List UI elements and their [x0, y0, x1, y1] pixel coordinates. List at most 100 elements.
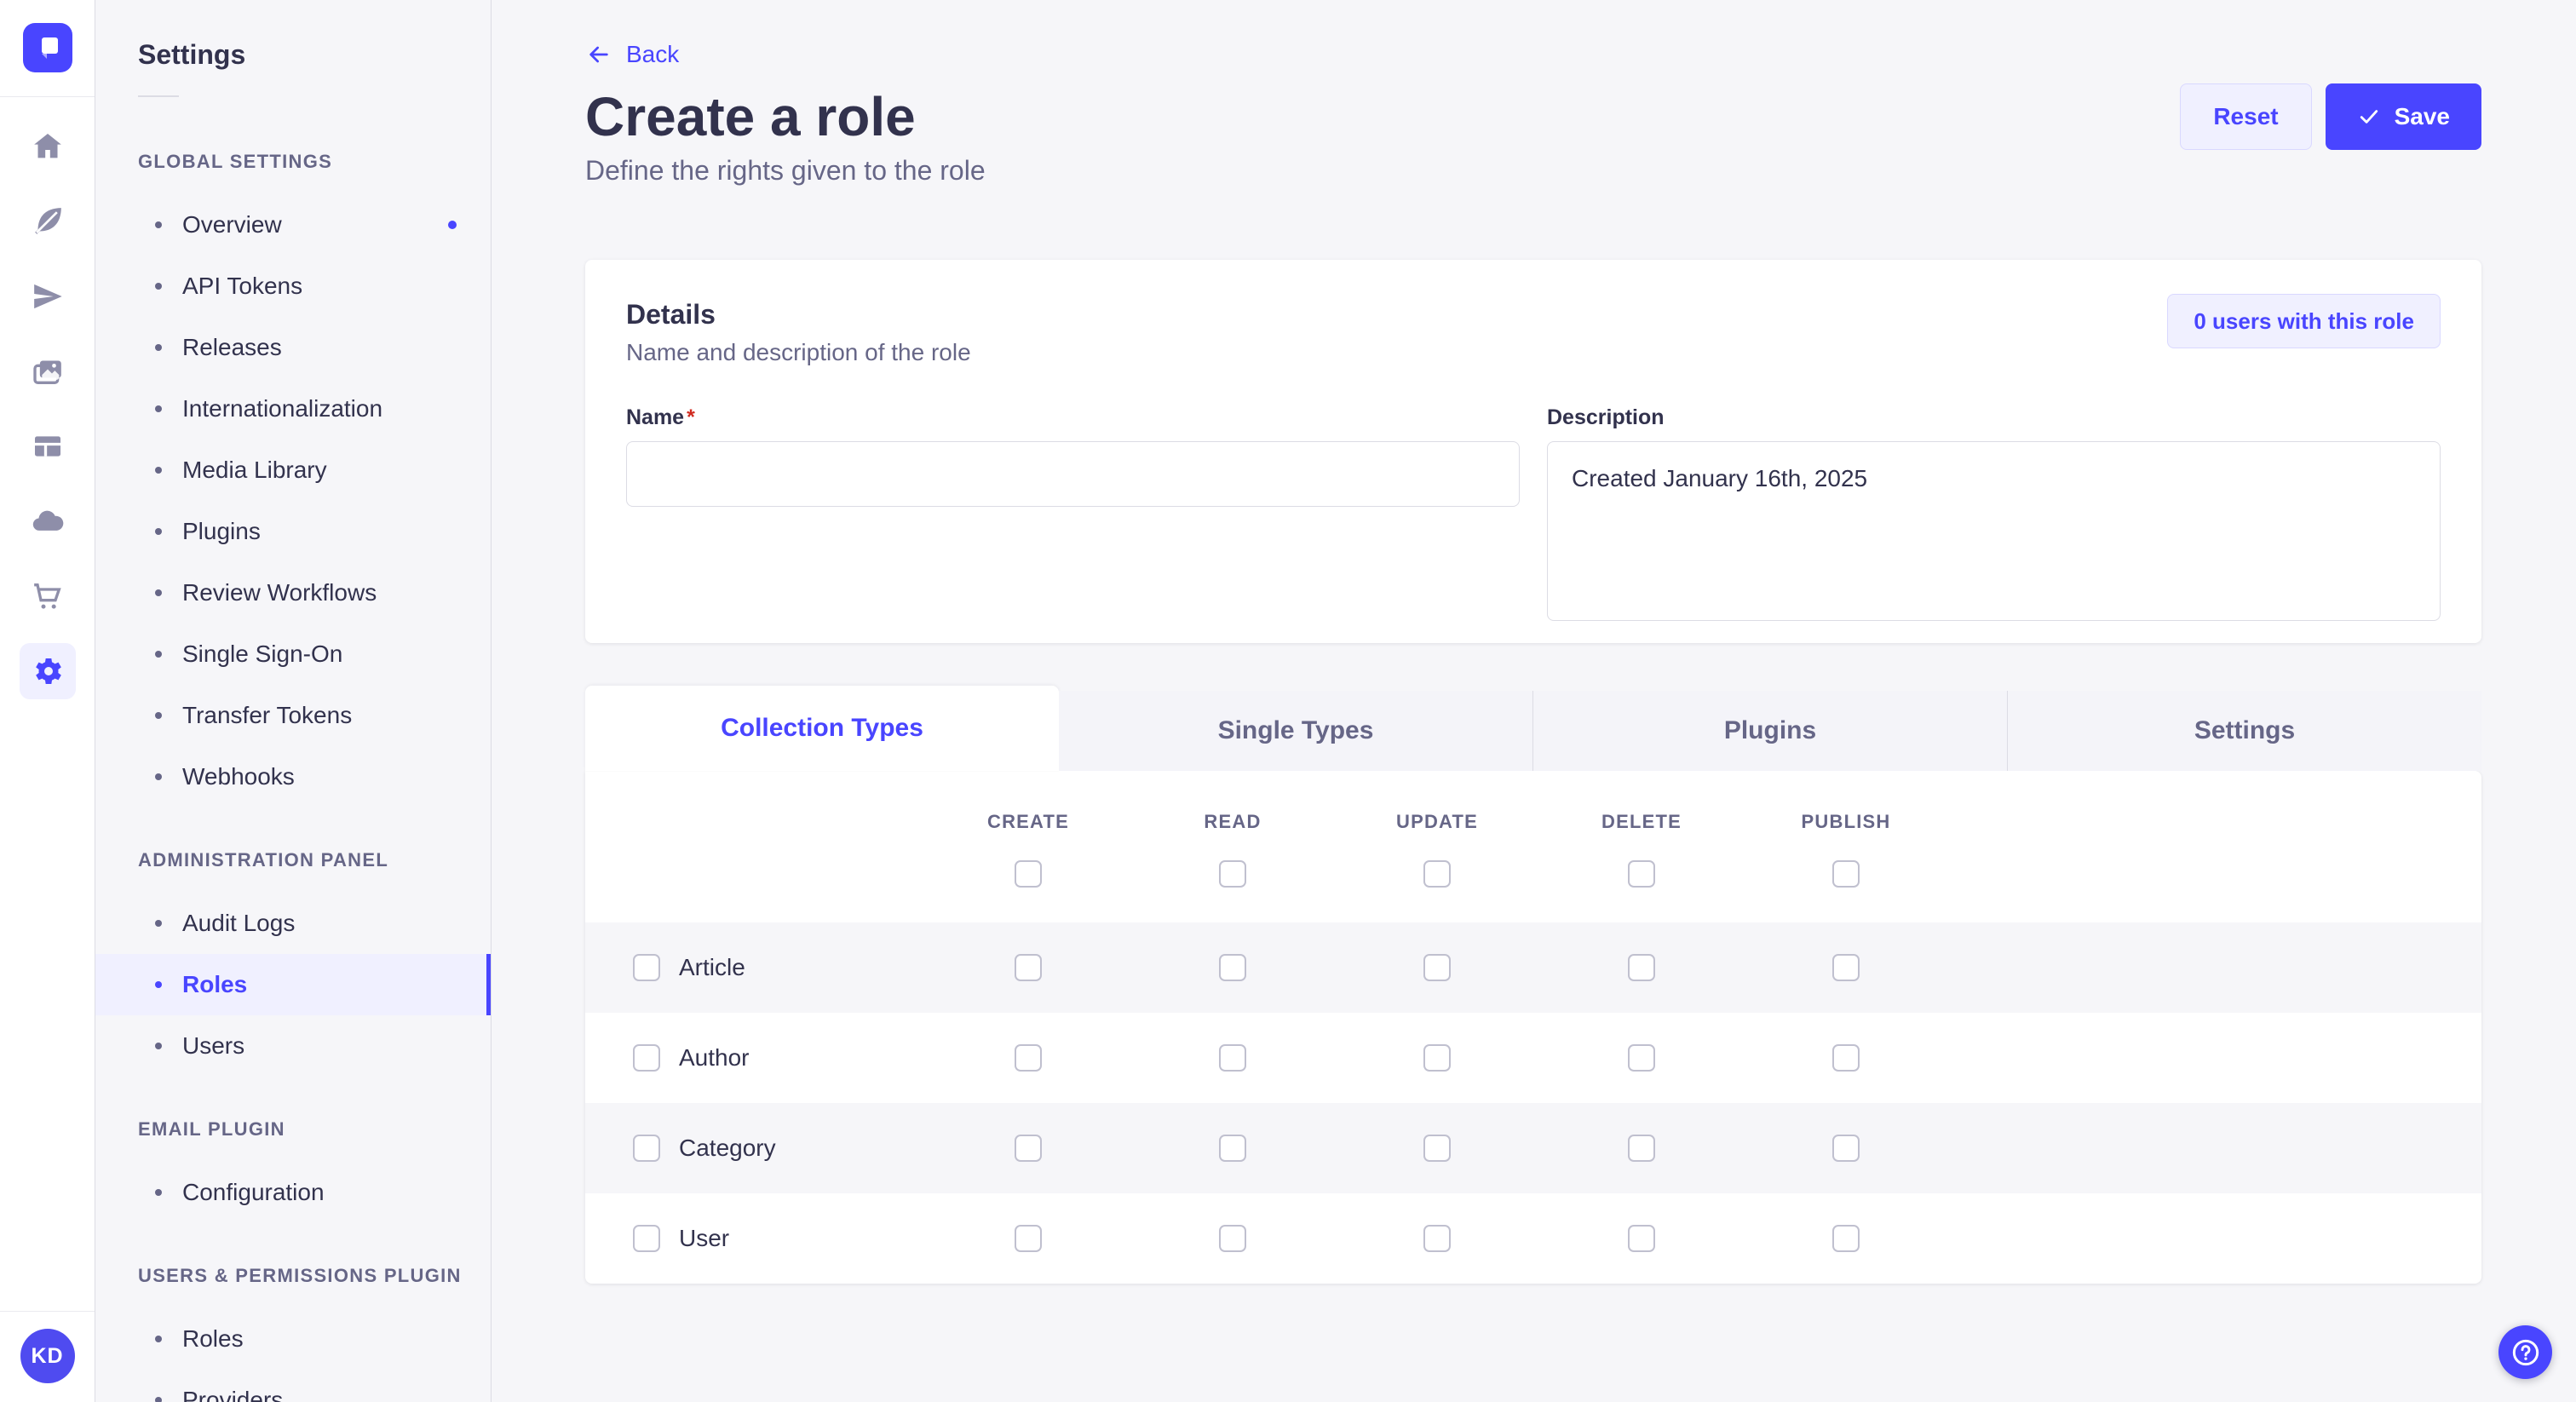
permissions-header-row: CREATE READ UPDATE DELETE PUBLISH [585, 771, 2481, 922]
sidebar-item-media-library[interactable]: Media Library [95, 440, 491, 501]
permission-checkbox-create[interactable] [1015, 1044, 1042, 1072]
row-select-checkbox[interactable] [633, 1044, 660, 1072]
gear-icon[interactable] [0, 634, 95, 709]
sidebar-item-roles[interactable]: Roles [95, 954, 491, 1015]
strapi-logo-icon[interactable] [22, 23, 72, 72]
select-all-delete-checkbox[interactable] [1628, 860, 1655, 888]
column-delete: DELETE [1539, 811, 1744, 888]
select-all-publish-checkbox[interactable] [1832, 860, 1860, 888]
sidebar-item-webhooks[interactable]: Webhooks [95, 746, 491, 807]
sidebar-item-review-workflows[interactable]: Review Workflows [95, 562, 491, 623]
tab-collection-types[interactable]: Collection Types [585, 686, 1059, 771]
sidebar-item-single-sign-on[interactable]: Single Sign-On [95, 623, 491, 685]
sidebar-item-providers[interactable]: Providers [95, 1370, 491, 1402]
required-asterisk: * [687, 405, 695, 429]
select-all-create-checkbox[interactable] [1015, 860, 1042, 888]
back-link[interactable]: Back [585, 41, 679, 68]
permission-checkbox-update[interactable] [1423, 1225, 1451, 1252]
bullet-icon [155, 344, 162, 351]
sidebar-item-audit-logs[interactable]: Audit Logs [95, 893, 491, 954]
sidebar-item-transfer-tokens[interactable]: Transfer Tokens [95, 685, 491, 746]
media-icon[interactable] [0, 334, 95, 409]
name-label: Name * [626, 405, 695, 429]
permission-checkbox-publish[interactable] [1832, 1044, 1860, 1072]
sidebar-item-internationalization[interactable]: Internationalization [95, 378, 491, 440]
reset-button[interactable]: Reset [2180, 83, 2312, 150]
section-users-permissions-plugin: USERS & PERMISSIONS PLUGIN [138, 1265, 462, 1286]
rail-divider [0, 96, 95, 97]
page-title: Create a role [585, 86, 916, 147]
sidebar-item-releases[interactable]: Releases [95, 317, 491, 378]
name-field[interactable] [626, 441, 1520, 507]
permission-checkbox-update[interactable] [1423, 1135, 1451, 1162]
title-row: Create a role Reset Save [585, 83, 2481, 150]
sidebar-item-up-roles[interactable]: Roles [95, 1308, 491, 1370]
bullet-icon [155, 467, 162, 474]
bullet-icon [155, 283, 162, 290]
feather-icon[interactable] [0, 184, 95, 259]
sidebar-item-api-tokens[interactable]: API Tokens [95, 256, 491, 317]
bullet-icon [155, 773, 162, 780]
permission-checkbox-publish[interactable] [1832, 1225, 1860, 1252]
permission-checkbox-delete[interactable] [1628, 1225, 1655, 1252]
permission-checkbox-create[interactable] [1015, 954, 1042, 981]
save-button[interactable]: Save [2325, 83, 2481, 150]
section-email-plugin: EMAIL PLUGIN [138, 1118, 285, 1140]
permission-checkbox-publish[interactable] [1832, 954, 1860, 981]
users-with-role-button[interactable]: 0 users with this role [2167, 294, 2441, 348]
details-title: Details [626, 299, 716, 330]
bullet-icon [155, 1336, 162, 1342]
rail-nav [0, 97, 95, 709]
sidebar-item-plugins[interactable]: Plugins [95, 501, 491, 562]
name-field-group: Name * [626, 405, 1520, 625]
description-field[interactable]: Created January 16th, 2025 [1547, 441, 2441, 621]
paper-plane-icon[interactable] [0, 259, 95, 334]
question-icon [2512, 1339, 2539, 1365]
sidebar-item-configuration[interactable]: Configuration [95, 1162, 491, 1223]
column-publish: PUBLISH [1744, 811, 1948, 888]
header-actions: Reset Save [2180, 83, 2481, 150]
bullet-icon [155, 981, 162, 988]
permission-checkbox-read[interactable] [1219, 1225, 1246, 1252]
avatar[interactable]: KD [20, 1329, 75, 1383]
column-create: CREATE [926, 811, 1130, 888]
row-select-checkbox[interactable] [633, 1225, 660, 1252]
tab-plugins[interactable]: Plugins [1532, 691, 2007, 771]
tab-single-types[interactable]: Single Types [1059, 691, 1532, 771]
permission-checkbox-create[interactable] [1015, 1225, 1042, 1252]
bullet-icon [155, 1189, 162, 1196]
bullet-icon [155, 221, 162, 228]
row-select-checkbox[interactable] [633, 1135, 660, 1162]
select-all-read-checkbox[interactable] [1219, 860, 1246, 888]
permission-checkbox-publish[interactable] [1832, 1135, 1860, 1162]
home-icon[interactable] [0, 109, 95, 184]
permission-checkbox-create[interactable] [1015, 1135, 1042, 1162]
permission-checkbox-update[interactable] [1423, 1044, 1451, 1072]
bullet-icon [155, 1043, 162, 1049]
permission-checkbox-read[interactable] [1219, 1135, 1246, 1162]
permission-checkbox-read[interactable] [1219, 1044, 1246, 1072]
cart-icon[interactable] [0, 559, 95, 634]
table-row-author: Author [585, 1013, 2481, 1103]
sidebar-item-users[interactable]: Users [95, 1015, 491, 1077]
permission-checkbox-delete[interactable] [1628, 954, 1655, 981]
permission-checkbox-update[interactable] [1423, 954, 1451, 981]
bullet-icon [155, 589, 162, 596]
layout-icon[interactable] [0, 409, 95, 484]
help-button[interactable] [2498, 1325, 2552, 1379]
permission-checkbox-read[interactable] [1219, 954, 1246, 981]
column-read: READ [1130, 811, 1335, 888]
permission-checkbox-delete[interactable] [1628, 1044, 1655, 1072]
bullet-icon [155, 651, 162, 658]
sidebar-item-overview[interactable]: Overview [95, 194, 491, 256]
permission-checkbox-delete[interactable] [1628, 1135, 1655, 1162]
section-global-settings: GLOBAL SETTINGS [138, 151, 333, 172]
section-administration-panel: ADMINISTRATION PANEL [138, 849, 389, 871]
row-select-checkbox[interactable] [633, 954, 660, 981]
select-all-update-checkbox[interactable] [1423, 860, 1451, 888]
cloud-icon[interactable] [0, 484, 95, 559]
bullet-icon [155, 405, 162, 412]
description-label: Description [1547, 405, 1665, 429]
tab-settings[interactable]: Settings [2007, 691, 2481, 771]
permissions-tabs: Collection Types Single Types Plugins Se… [585, 686, 2481, 771]
